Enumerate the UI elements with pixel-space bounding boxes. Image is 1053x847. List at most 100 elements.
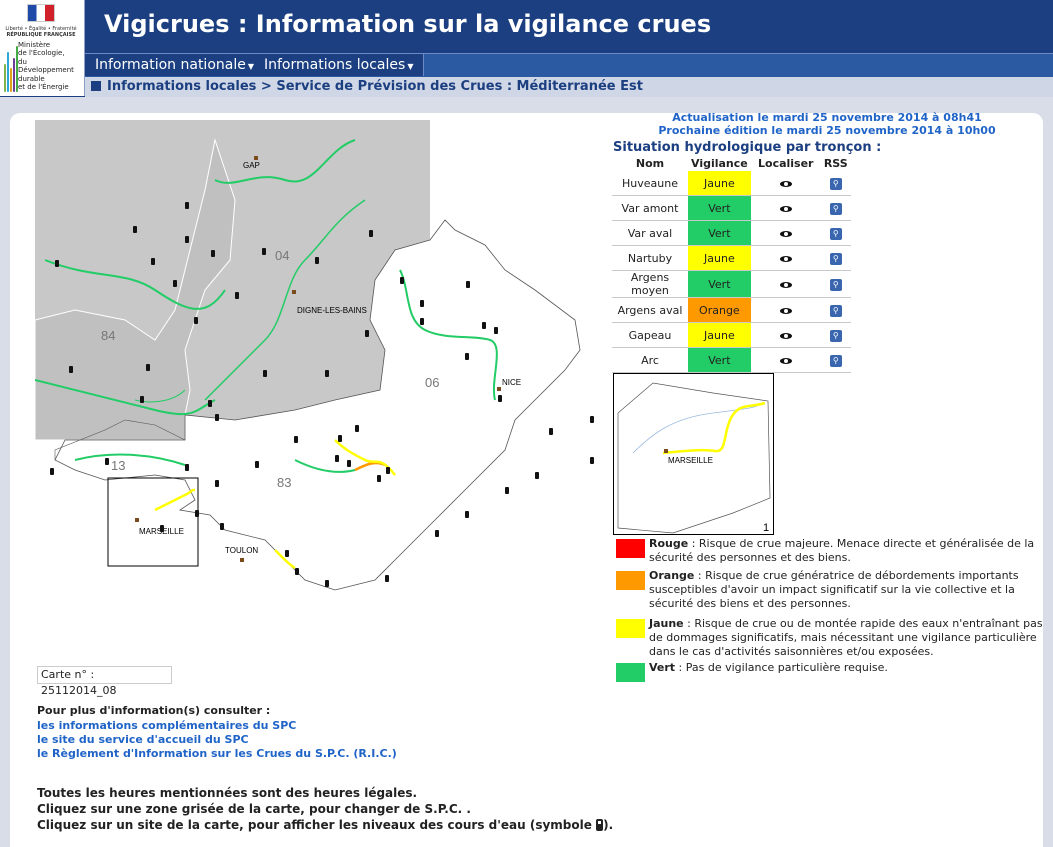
rss-button[interactable]: ⚲ [820, 347, 851, 373]
col-rss: RSS [823, 157, 848, 170]
gauge-station-icon[interactable] [55, 260, 59, 267]
gauge-station-icon[interactable] [295, 568, 299, 575]
gauge-station-icon[interactable] [347, 460, 351, 467]
gauge-station-icon[interactable] [255, 461, 259, 468]
troncon-name[interactable]: Arc [612, 347, 688, 373]
rss-button[interactable]: ⚲ [820, 171, 851, 196]
rss-button[interactable]: ⚲ [820, 195, 851, 221]
gauge-station-icon[interactable] [185, 202, 189, 209]
gauge-station-icon[interactable] [420, 300, 424, 307]
localiser-button[interactable] [750, 347, 821, 373]
table-row: Var aval Vert ⚲ [612, 220, 851, 246]
gauge-station-icon[interactable] [262, 248, 266, 255]
gauge-station-icon[interactable] [355, 425, 359, 432]
gauge-station-icon[interactable] [386, 467, 390, 474]
gauge-station-icon[interactable] [335, 455, 339, 462]
gauge-station-icon[interactable] [494, 327, 498, 334]
inset-number: 1 [763, 522, 769, 534]
dropdown-arrow-icon: ▼ [407, 62, 414, 71]
gauge-station-icon[interactable] [549, 428, 553, 435]
gauge-station-icon[interactable] [220, 523, 224, 530]
nav-informations-locales[interactable]: Informations locales ▼ [254, 54, 425, 76]
marseille-inset-frame[interactable] [107, 477, 199, 567]
gauge-station-icon[interactable] [435, 530, 439, 537]
vigilance-map[interactable]: GAP DIGNE-LES-BAINS NICE MARSEILLE TOULO… [35, 120, 615, 660]
gauge-station-icon[interactable] [194, 317, 198, 324]
gauge-station-icon[interactable] [151, 258, 155, 265]
rss-button[interactable]: ⚲ [820, 245, 851, 271]
gauge-station-icon[interactable] [285, 550, 289, 557]
eye-icon [779, 281, 792, 288]
troncon-name[interactable]: Argens aval [612, 297, 688, 323]
gauge-station-icon[interactable] [482, 322, 486, 329]
gauge-station-icon[interactable] [185, 236, 189, 243]
gauge-station-icon[interactable] [325, 370, 329, 377]
gauge-station-icon[interactable] [420, 318, 424, 325]
rss-button[interactable]: ⚲ [820, 220, 851, 246]
gauge-station-icon[interactable] [466, 281, 470, 288]
gauge-station-icon[interactable] [465, 353, 469, 360]
link-site-accueil-spc[interactable]: le site du service d'accueil du SPC [37, 733, 249, 746]
gauge-station-icon[interactable] [338, 435, 342, 442]
troncon-name[interactable]: Gapeau [612, 322, 688, 348]
page-title: Vigicrues : Information sur la vigilance… [104, 10, 712, 38]
localiser-button[interactable] [750, 220, 821, 246]
troncon-name[interactable]: Var amont [612, 195, 688, 221]
station-markers[interactable] [50, 202, 594, 587]
gauge-station-icon[interactable] [535, 472, 539, 479]
legend-item: Jaune : Risque de crue ou de montée rapi… [616, 617, 1048, 659]
troncon-name[interactable]: Nartuby [612, 245, 688, 271]
gauge-station-icon[interactable] [294, 436, 298, 443]
localiser-button[interactable] [750, 322, 821, 348]
actualisation-text: Actualisation le mardi 25 novembre 2014 … [672, 111, 982, 124]
gauge-station-icon[interactable] [173, 280, 177, 287]
gauge-station-icon[interactable] [215, 480, 219, 487]
troncon-name[interactable]: Huveaune [612, 171, 688, 196]
nav-information-nationale[interactable]: Information nationale ▼ [85, 54, 265, 76]
gauge-station-icon[interactable] [211, 250, 215, 257]
gauge-station-icon[interactable] [590, 457, 594, 464]
gauge-station-icon[interactable] [465, 511, 469, 518]
link-reglement-ric[interactable]: le Règlement d'Information sur les Crues… [37, 747, 397, 760]
gauge-station-icon[interactable] [263, 370, 267, 377]
gauge-station-icon[interactable] [208, 400, 212, 407]
gauge-station-icon[interactable] [315, 257, 319, 264]
col-nom: Nom [635, 157, 665, 170]
ministry-logo[interactable]: Liberté • Égalité • Fraternité RÉPUBLIQU… [0, 0, 85, 96]
localiser-button[interactable] [750, 171, 821, 196]
gauge-station-icon[interactable] [133, 226, 137, 233]
marseille-inset-map[interactable]: MARSEILLE 1 [613, 373, 775, 536]
gauge-station-icon[interactable] [369, 230, 373, 237]
gauge-station-icon[interactable] [365, 330, 369, 337]
gauge-station-icon[interactable] [140, 396, 144, 403]
localiser-button[interactable] [750, 195, 821, 221]
gauge-station-icon[interactable] [50, 468, 54, 475]
gauge-station-icon[interactable] [146, 364, 150, 371]
gauge-station-icon[interactable] [195, 510, 199, 517]
eye-icon [779, 205, 792, 212]
gauge-station-icon[interactable] [400, 277, 404, 284]
troncon-name[interactable]: Argens moyen [612, 270, 688, 298]
rss-button[interactable]: ⚲ [820, 322, 851, 348]
gauge-station-icon[interactable] [590, 416, 594, 423]
gauge-station-icon[interactable] [160, 525, 164, 532]
rss-button[interactable]: ⚲ [820, 270, 851, 298]
troncon-name[interactable]: Var aval [612, 220, 688, 246]
legend-swatch [616, 663, 645, 682]
gauge-station-icon[interactable] [505, 487, 509, 494]
rss-button[interactable]: ⚲ [820, 297, 851, 323]
dropdown-arrow-icon: ▼ [247, 62, 254, 71]
gauge-station-icon[interactable] [377, 475, 381, 482]
gauge-station-icon[interactable] [215, 414, 219, 421]
gauge-station-icon[interactable] [385, 575, 389, 582]
gauge-station-icon[interactable] [185, 464, 189, 471]
localiser-button[interactable] [750, 270, 821, 298]
gauge-station-icon[interactable] [105, 458, 109, 465]
localiser-button[interactable] [750, 297, 821, 323]
gauge-station-icon[interactable] [498, 395, 502, 402]
gauge-station-icon[interactable] [325, 580, 329, 587]
localiser-button[interactable] [750, 245, 821, 271]
gauge-station-icon[interactable] [69, 366, 73, 373]
link-informations-complementaires[interactable]: les informations complémentaires du SPC [37, 719, 297, 732]
gauge-station-icon[interactable] [235, 292, 239, 299]
